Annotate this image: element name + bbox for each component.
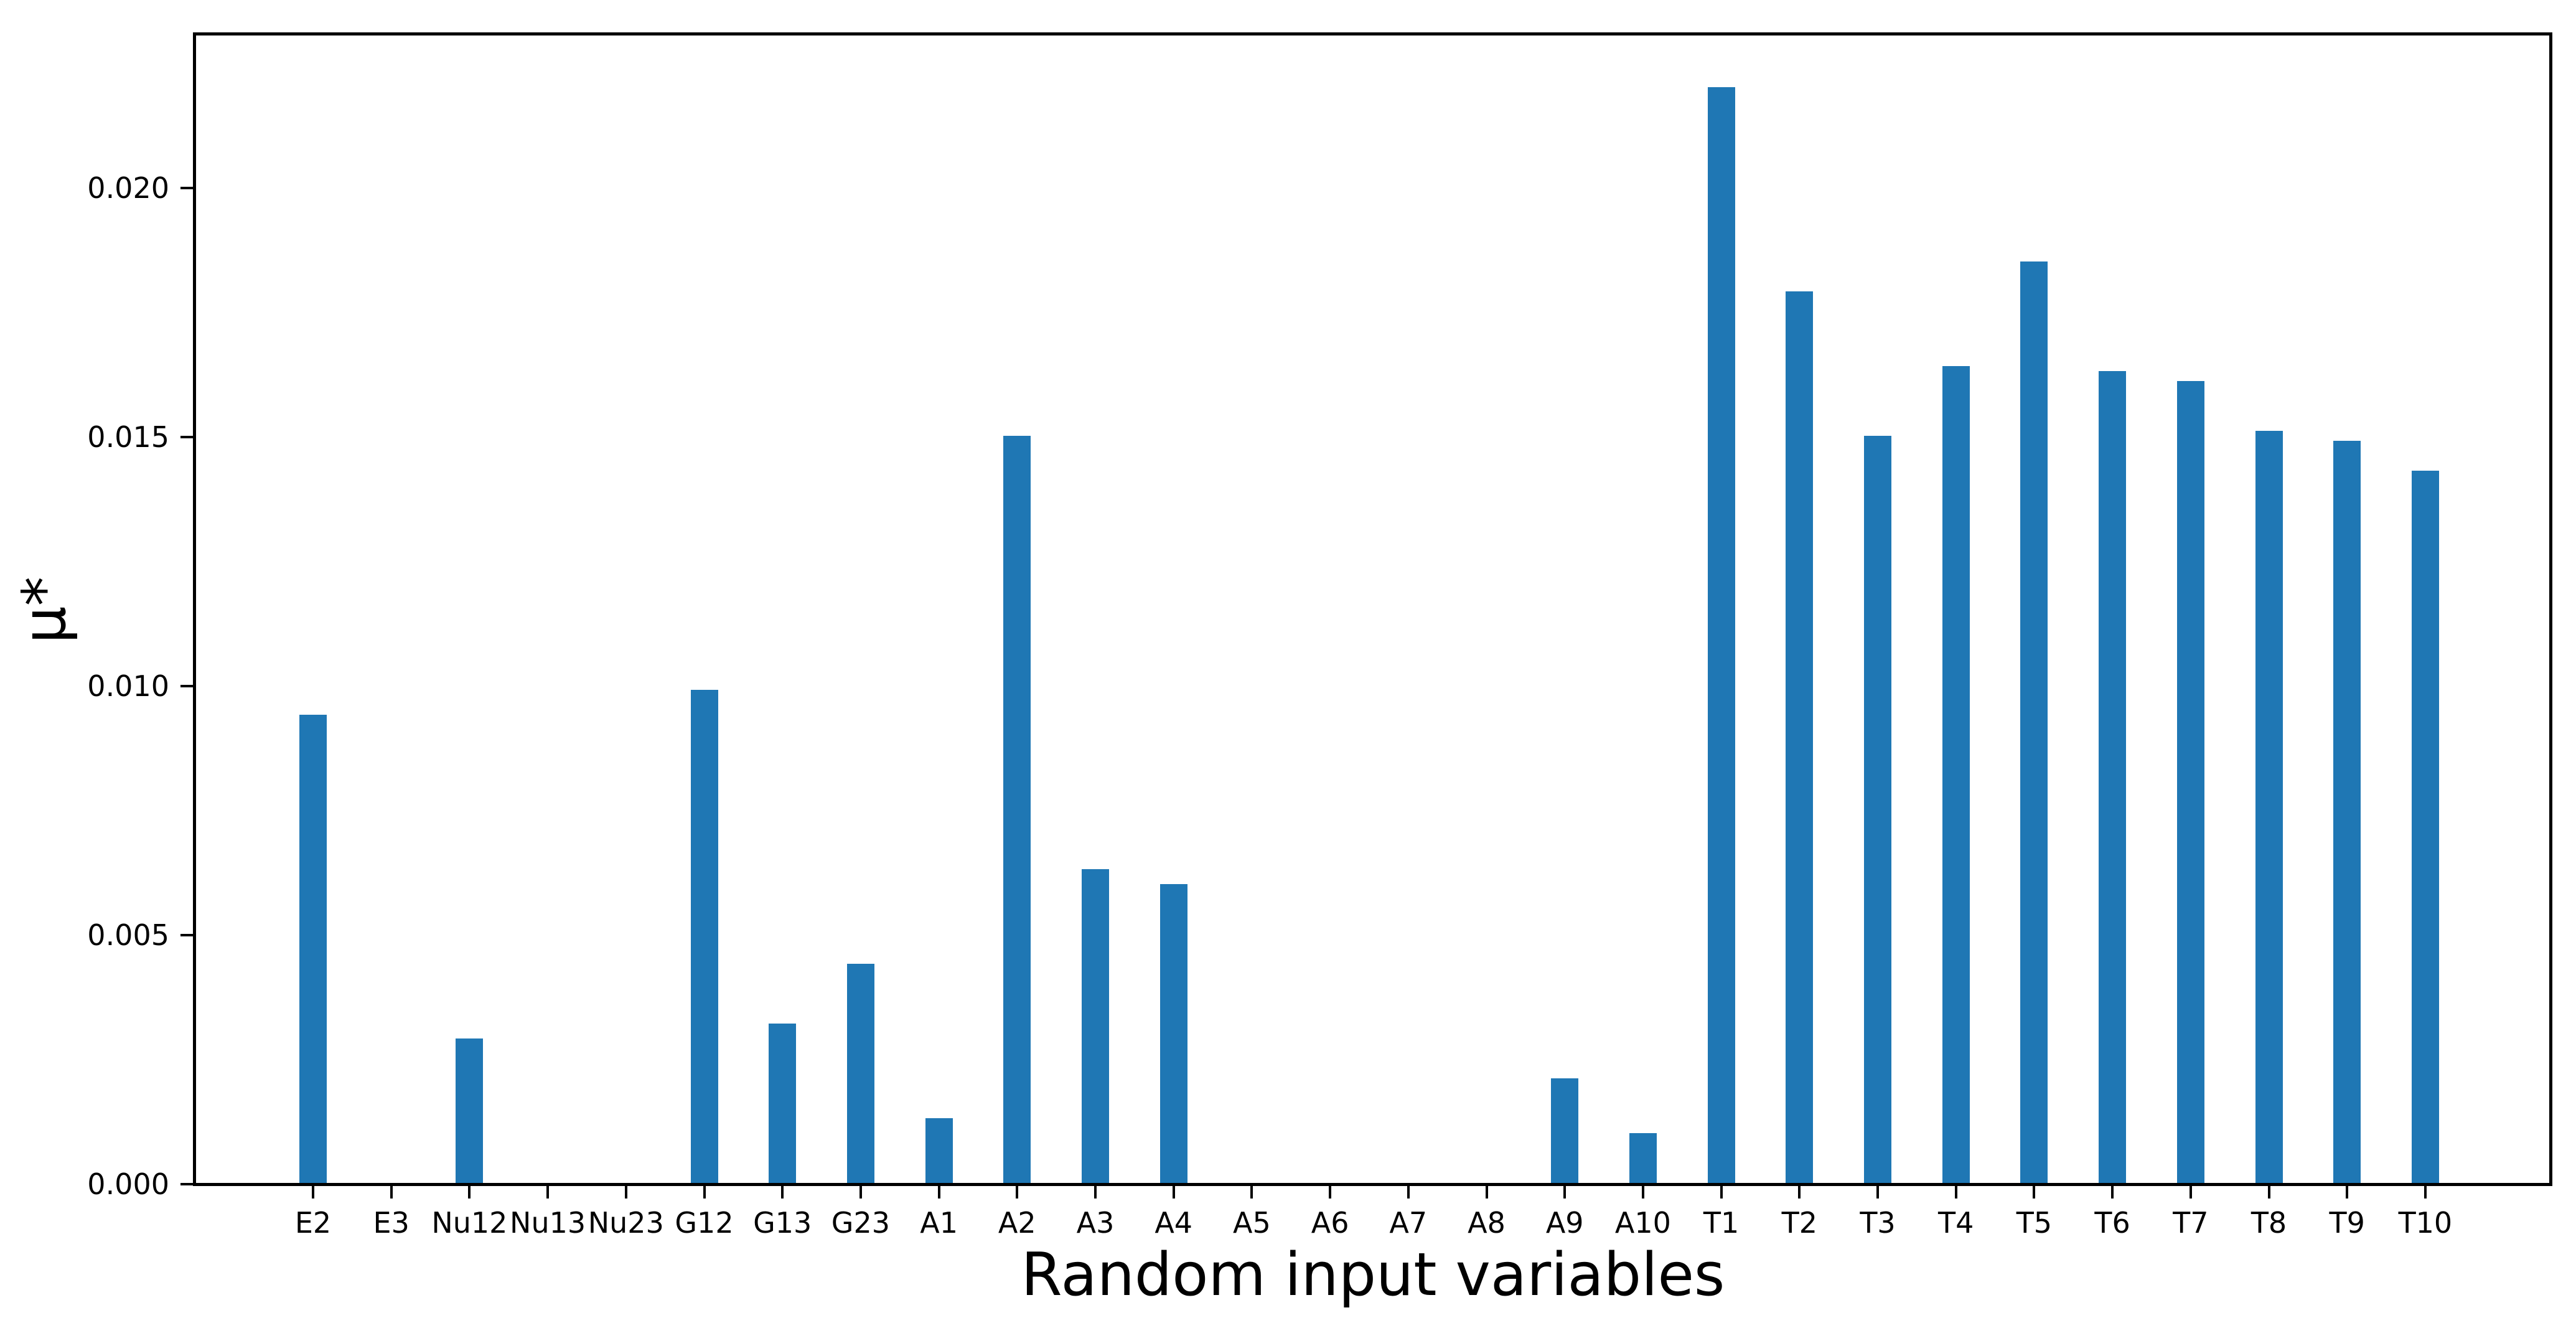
- x-tick-label-A5: A5: [1233, 1206, 1271, 1240]
- bar-T10: [2412, 471, 2439, 1183]
- y-tick-0.020: [180, 187, 193, 189]
- bar-T6: [2099, 371, 2126, 1183]
- bar-G13: [769, 1024, 796, 1183]
- y-tick-label-0.020: 0.020: [87, 171, 169, 205]
- x-tick-label-T8: T8: [2250, 1206, 2287, 1240]
- bar-A1: [925, 1118, 953, 1183]
- x-tick-label-A7: A7: [1389, 1206, 1428, 1240]
- y-tick-label-0.000: 0.000: [87, 1167, 169, 1201]
- x-tick-label-A4: A4: [1155, 1206, 1193, 1240]
- x-tick-label-G23: G23: [831, 1206, 890, 1240]
- plot-area: [193, 32, 2552, 1186]
- x-tick-label-A2: A2: [998, 1206, 1036, 1240]
- x-tick-A5: [1250, 1186, 1253, 1198]
- y-tick-0.010: [180, 685, 193, 687]
- x-tick-A6: [1329, 1186, 1331, 1198]
- x-tick-label-G12: G12: [675, 1206, 734, 1240]
- x-tick-A3: [1094, 1186, 1097, 1198]
- x-tick-T1: [1720, 1186, 1723, 1198]
- bar-G12: [691, 690, 718, 1183]
- x-tick-label-A8: A8: [1468, 1206, 1506, 1240]
- x-tick-label-A10: A10: [1614, 1206, 1671, 1240]
- x-tick-label-T9: T9: [2329, 1206, 2365, 1240]
- x-tick-label-Nu12: Nu12: [431, 1206, 508, 1240]
- x-tick-A4: [1173, 1186, 1175, 1198]
- x-tick-label-A6: A6: [1311, 1206, 1349, 1240]
- bar-A4: [1160, 884, 1187, 1183]
- x-tick-T9: [2346, 1186, 2348, 1198]
- bar-T3: [1864, 436, 1891, 1183]
- x-tick-T10: [2424, 1186, 2427, 1198]
- x-tick-label-T2: T2: [1781, 1206, 1817, 1240]
- x-tick-label-T10: T10: [2398, 1206, 2453, 1240]
- x-tick-label-T5: T5: [2016, 1206, 2053, 1240]
- x-tick-Nu13: [546, 1186, 549, 1198]
- x-tick-label-E3: E3: [373, 1206, 410, 1240]
- x-tick-A2: [1016, 1186, 1018, 1198]
- bar-T1: [1708, 87, 1735, 1183]
- x-tick-E2: [312, 1186, 314, 1198]
- x-tick-A7: [1407, 1186, 1410, 1198]
- x-tick-label-Nu23: Nu23: [588, 1206, 664, 1240]
- bar-Nu12: [456, 1038, 483, 1183]
- bar-T4: [1942, 366, 1970, 1183]
- y-tick-0.000: [180, 1183, 193, 1185]
- x-tick-A8: [1486, 1186, 1488, 1198]
- bar-A2: [1003, 436, 1031, 1183]
- y-tick-label-0.005: 0.005: [87, 918, 169, 952]
- x-tick-T4: [1955, 1186, 1957, 1198]
- y-tick-0.005: [180, 934, 193, 936]
- y-axis-label: μ*: [11, 577, 79, 644]
- x-tick-label-A9: A9: [1545, 1206, 1584, 1240]
- x-tick-label-T7: T7: [2173, 1206, 2209, 1240]
- x-tick-A10: [1642, 1186, 1644, 1198]
- bar-E2: [299, 715, 327, 1183]
- bar-T5: [2020, 261, 2048, 1183]
- x-tick-T5: [2033, 1186, 2035, 1198]
- bar-A3: [1082, 869, 1109, 1183]
- x-tick-label-T1: T1: [1703, 1206, 1740, 1240]
- x-tick-label-T4: T4: [1938, 1206, 1974, 1240]
- x-tick-label-A3: A3: [1076, 1206, 1115, 1240]
- x-tick-G13: [781, 1186, 784, 1198]
- x-tick-Nu23: [625, 1186, 627, 1198]
- bar-T8: [2255, 431, 2283, 1183]
- x-tick-E3: [390, 1186, 393, 1198]
- x-tick-label-G13: G13: [753, 1206, 812, 1240]
- bar-T9: [2333, 441, 2361, 1183]
- x-tick-T6: [2111, 1186, 2114, 1198]
- x-tick-A9: [1563, 1186, 1566, 1198]
- bar-T7: [2177, 381, 2204, 1183]
- y-tick-label-0.015: 0.015: [87, 420, 169, 454]
- x-tick-T2: [1798, 1186, 1801, 1198]
- y-tick-label-0.010: 0.010: [87, 669, 169, 703]
- x-tick-A1: [938, 1186, 940, 1198]
- x-tick-T7: [2190, 1186, 2192, 1198]
- bar-A9: [1551, 1078, 1578, 1183]
- x-axis-label: Random input variables: [1021, 1241, 1725, 1309]
- bar-T2: [1786, 291, 1813, 1183]
- x-tick-label-A1: A1: [920, 1206, 958, 1240]
- bar-G23: [847, 964, 874, 1183]
- x-tick-label-E2: E2: [294, 1206, 332, 1240]
- x-tick-label-T3: T3: [1860, 1206, 1896, 1240]
- x-tick-label-T6: T6: [2094, 1206, 2130, 1240]
- x-tick-T8: [2268, 1186, 2270, 1198]
- x-tick-T3: [1876, 1186, 1879, 1198]
- x-tick-label-Nu13: Nu13: [510, 1206, 586, 1240]
- x-tick-Nu12: [468, 1186, 471, 1198]
- bar-A10: [1629, 1133, 1657, 1183]
- x-tick-G12: [703, 1186, 706, 1198]
- y-tick-0.015: [180, 436, 193, 438]
- x-tick-G23: [859, 1186, 862, 1198]
